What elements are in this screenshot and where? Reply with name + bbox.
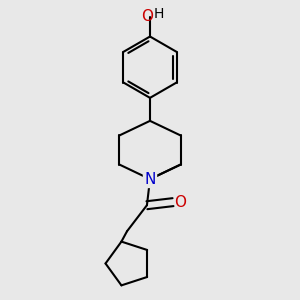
Text: O: O — [142, 9, 154, 24]
Text: O: O — [174, 195, 186, 210]
Text: N: N — [144, 172, 156, 187]
Text: H: H — [154, 7, 164, 21]
